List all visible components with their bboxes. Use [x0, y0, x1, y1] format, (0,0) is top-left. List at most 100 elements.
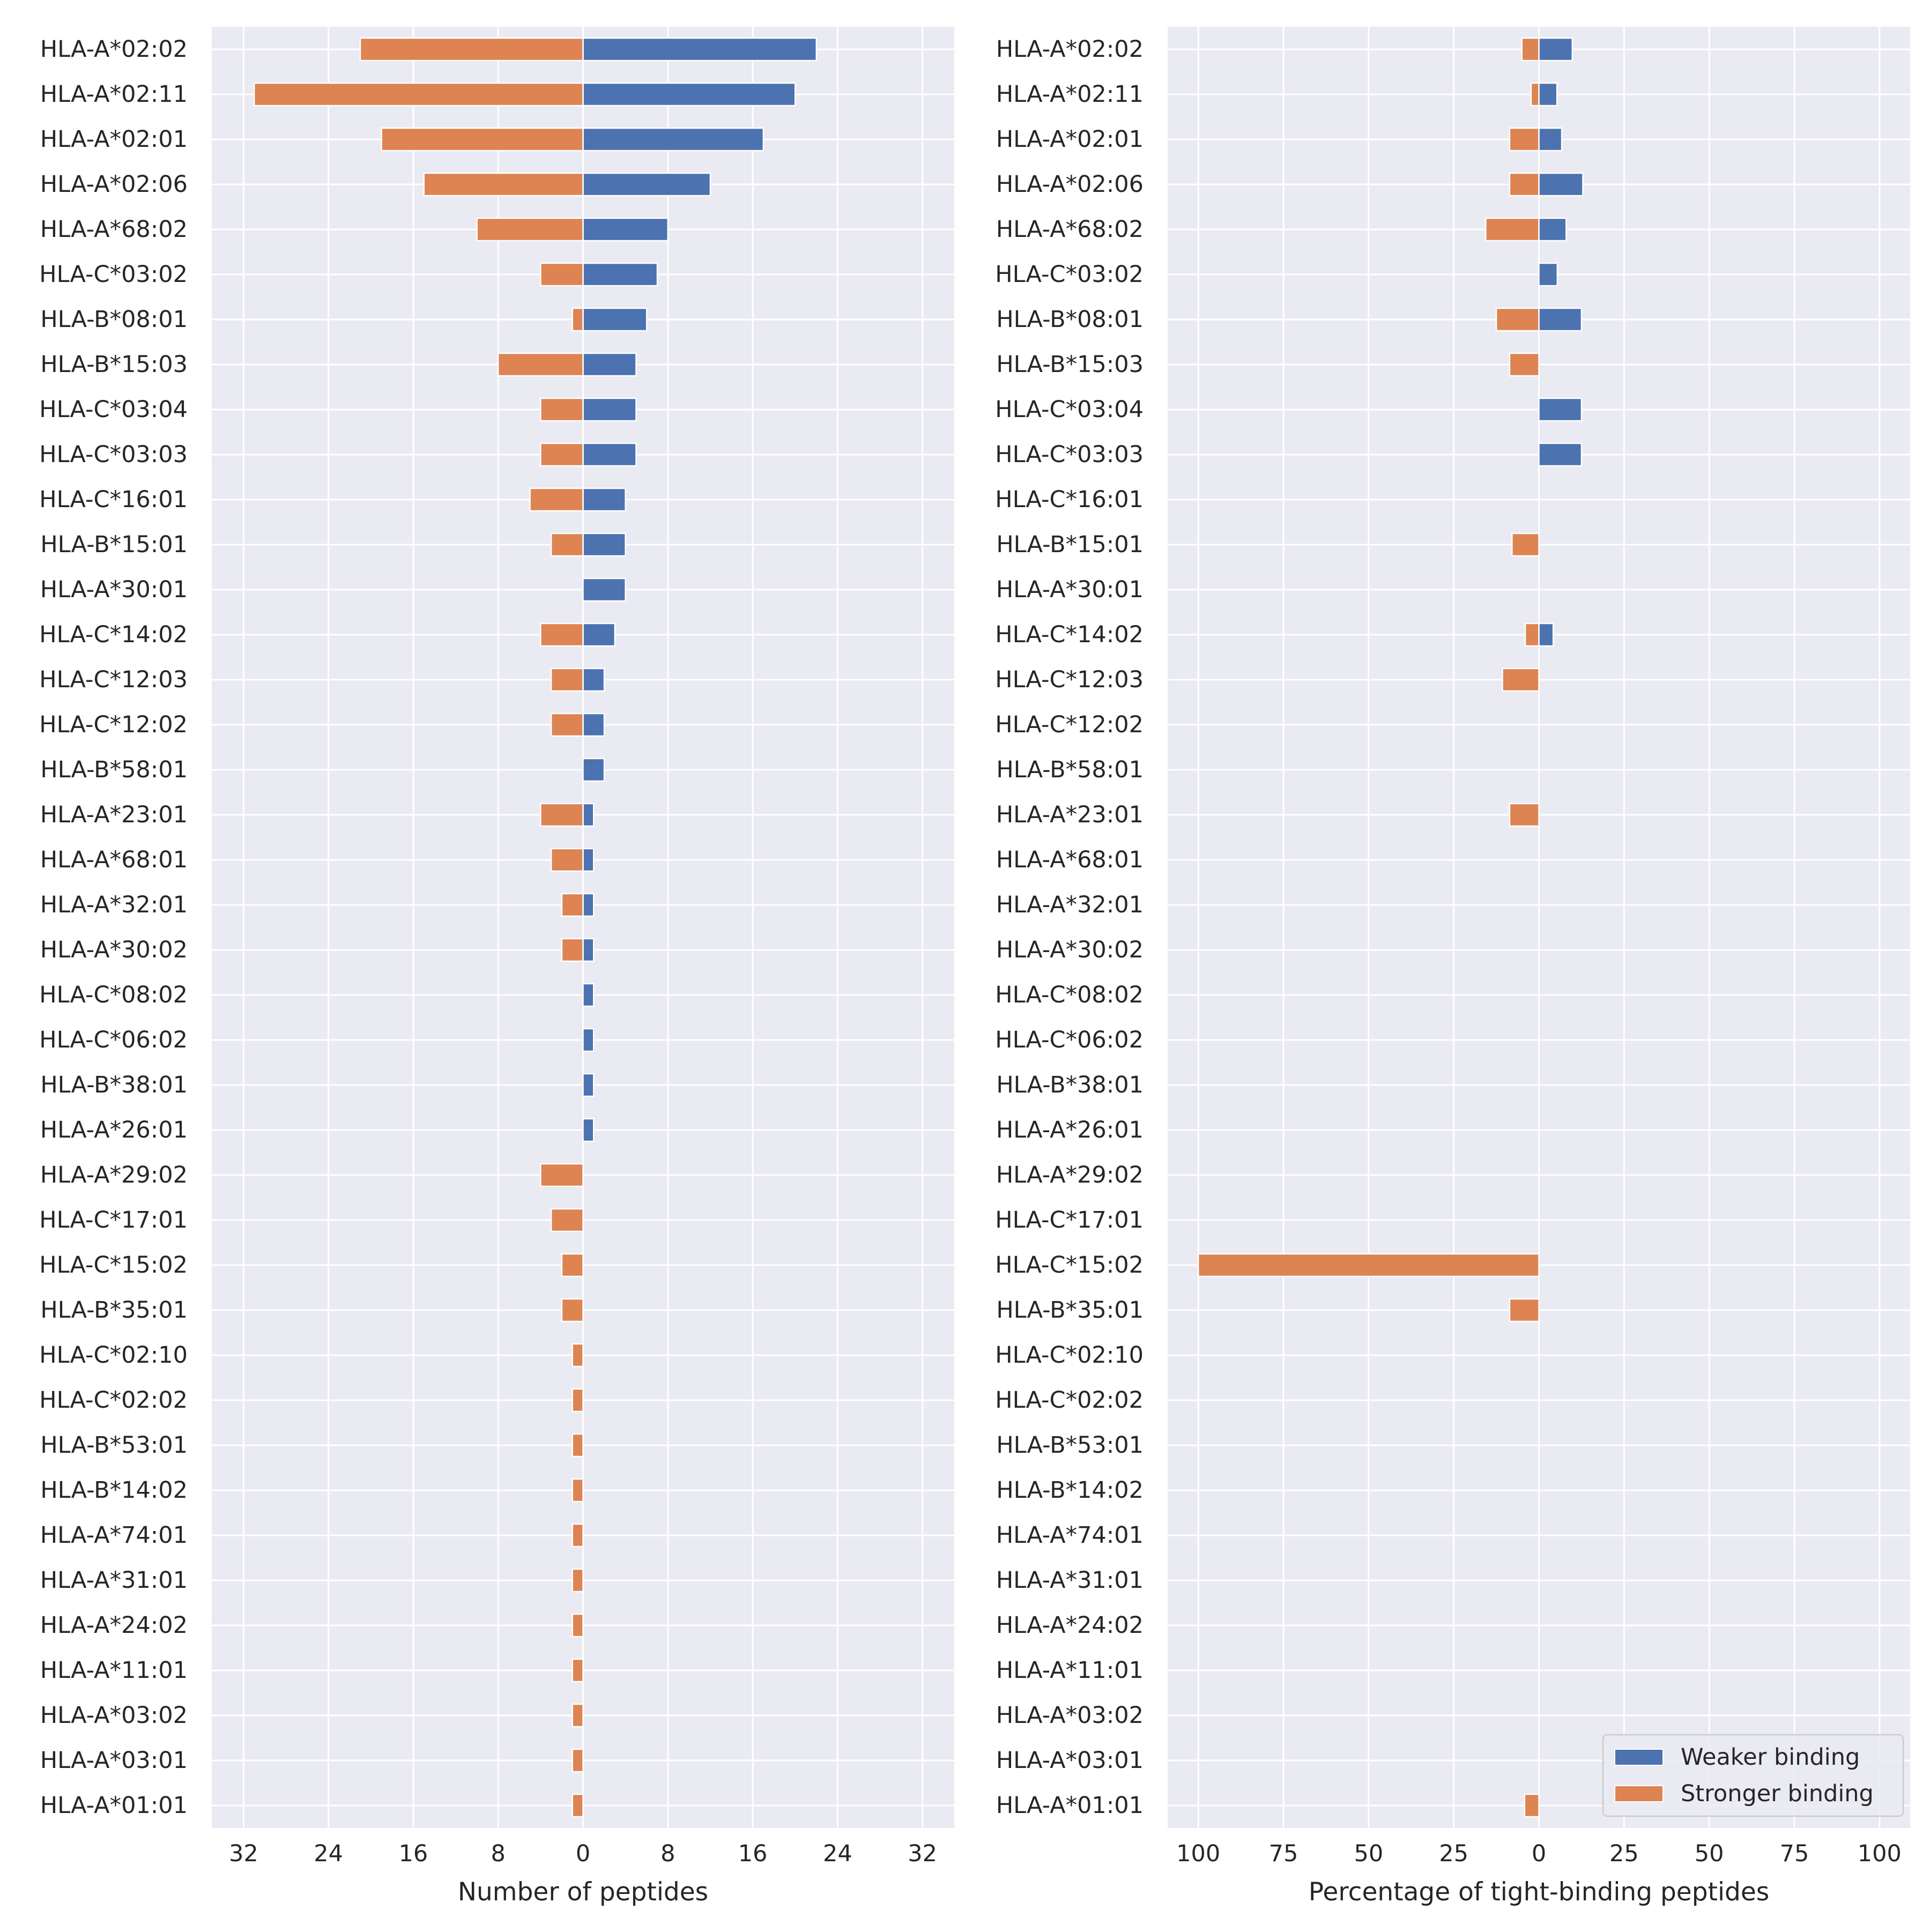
- weaker-binding-bar: [582, 1028, 595, 1052]
- x-tick-label: 32: [908, 1840, 937, 1867]
- x-axis-label: Percentage of tight-binding peptides: [1309, 1877, 1770, 1907]
- weaker-binding-bar: [582, 352, 637, 377]
- weaker-binding-bar: [582, 442, 637, 467]
- y-tick-label: HLA-A*24:02: [996, 1612, 1144, 1639]
- weaker-binding-bar: [582, 127, 764, 152]
- stronger-binding-bar: [571, 1613, 584, 1638]
- y-tick-label: HLA-C*12:02: [39, 711, 188, 738]
- y-tick-label: HLA-C*12:03: [39, 666, 188, 693]
- weaker-binding-bar: [582, 82, 796, 107]
- weaker-binding-bar: [1538, 127, 1563, 152]
- stronger-binding-bar: [571, 1478, 584, 1503]
- stronger-binding-bar: [571, 1658, 584, 1683]
- y-tick-label: HLA-B*53:01: [40, 1432, 188, 1459]
- weaker-binding-bar: [582, 757, 605, 782]
- x-tick-label: 24: [314, 1840, 343, 1867]
- weaker-binding-bar: [1538, 217, 1567, 242]
- y-tick-label: HLA-A*03:01: [996, 1747, 1144, 1774]
- stronger-binding-bar: [571, 1703, 584, 1728]
- stronger-binding-bar: [550, 848, 584, 872]
- stronger-binding-bar: [550, 667, 584, 692]
- x-tick-label: 24: [823, 1840, 852, 1867]
- y-tick-label: HLA-C*02:02: [995, 1387, 1144, 1414]
- left-panel-peptide-counts: HLA-A*02:02 HLA-A*02:11 HLA-A*02:01 HLA-A*0…: [39, 27, 954, 1907]
- weaker-binding-bar: [1538, 37, 1573, 62]
- y-tick-label: HLA-A*23:01: [40, 801, 188, 828]
- y-tick-label: HLA-A*03:02: [40, 1702, 188, 1729]
- stronger-binding-bar: [529, 487, 584, 512]
- weaker-binding-bar: [582, 712, 605, 737]
- y-tick-label: HLA-C*12:02: [995, 711, 1144, 738]
- stronger-binding-bar: [1524, 622, 1540, 647]
- stronger-binding-bar: [423, 172, 584, 197]
- stronger-binding-bar: [1509, 352, 1540, 377]
- weaker-binding-bar: [582, 622, 616, 647]
- stronger-binding-bar: [571, 1433, 584, 1458]
- y-tick-label: HLA-B*38:01: [40, 1072, 188, 1098]
- legend-box: [1602, 1734, 1904, 1817]
- stronger-binding-bar: [476, 217, 584, 242]
- y-tick-label: HLA-B*58:01: [40, 756, 188, 783]
- weaker-binding-bar: [582, 893, 595, 917]
- y-tick-label: HLA-B*38:01: [996, 1072, 1144, 1098]
- y-tick-label: HLA-A*02:02: [996, 36, 1144, 63]
- weaker-binding-bar: [582, 217, 669, 242]
- weaker-binding-bar: [582, 848, 595, 872]
- stronger-binding-bar: [571, 1343, 584, 1368]
- stronger-binding-bar: [359, 37, 584, 62]
- y-tick-label: HLA-A*74:01: [996, 1522, 1144, 1549]
- weaker-binding-bar: [582, 667, 605, 692]
- y-tick-label: HLA-C*16:01: [39, 486, 188, 513]
- stronger-binding-bar: [571, 1748, 584, 1773]
- y-tick-label: HLA-B*35:01: [996, 1297, 1144, 1324]
- weaker-binding-bar: [582, 938, 595, 962]
- stronger-binding-bar: [571, 1523, 584, 1548]
- stronger-binding-bar: [1521, 37, 1540, 62]
- y-tick-label: HLA-A*26:01: [40, 1117, 188, 1143]
- y-tick-label: HLA-B*15:01: [40, 531, 188, 558]
- y-tick-label: HLA-B*08:01: [996, 306, 1144, 333]
- stronger-binding-bar: [571, 1793, 584, 1818]
- y-tick-label: HLA-B*53:01: [996, 1432, 1144, 1459]
- legend-label: Weaker binding: [1681, 1744, 1860, 1771]
- y-tick-label: HLA-A*68:01: [996, 846, 1144, 873]
- x-tick-label: 0: [576, 1840, 590, 1867]
- y-tick-label: HLA-C*03:02: [995, 261, 1144, 288]
- legend-label: Stronger binding: [1681, 1780, 1874, 1807]
- y-tick-label: HLA-A*30:01: [996, 576, 1144, 603]
- y-tick-label: HLA-A*02:11: [996, 81, 1144, 108]
- stronger-binding-bar: [1509, 802, 1540, 827]
- stronger-binding-bar: [1197, 1253, 1540, 1277]
- y-tick-label: HLA-C*08:02: [39, 982, 188, 1008]
- x-tick-label: 100: [1176, 1840, 1220, 1867]
- y-tick-label: HLA-C*17:01: [995, 1207, 1144, 1233]
- weaker-binding-bar: [1538, 442, 1583, 467]
- y-tick-label: HLA-C*14:02: [39, 621, 188, 648]
- weaker-binding-bar: [582, 262, 658, 287]
- x-tick-label: 25: [1439, 1840, 1468, 1867]
- y-tick-label: HLA-B*14:02: [40, 1477, 188, 1504]
- y-tick-label: HLA-A*01:01: [996, 1792, 1144, 1819]
- weaker-binding-bar: [1538, 172, 1584, 197]
- y-tick-label: HLA-B*58:01: [996, 756, 1144, 783]
- weaker-binding-bar: [582, 307, 648, 332]
- y-tick-label: HLA-A*32:01: [40, 891, 188, 918]
- weaker-binding-bar: [1538, 262, 1558, 287]
- weaker-binding-bar: [582, 1118, 595, 1142]
- y-tick-label: HLA-B*08:01: [40, 306, 188, 333]
- y-tick-label: HLA-A*02:01: [996, 126, 1144, 153]
- stronger-binding-bar: [540, 622, 584, 647]
- stronger-binding-bar: [540, 397, 584, 422]
- y-tick-label: HLA-C*02:10: [39, 1342, 188, 1369]
- weaker-binding-bar: [582, 1073, 595, 1097]
- stronger-binding-bar: [1495, 307, 1540, 332]
- y-tick-label: HLA-A*29:02: [40, 1162, 188, 1188]
- stronger-binding-bar: [550, 532, 584, 557]
- legend-swatch-weaker: [1614, 1749, 1664, 1766]
- stronger-binding-bar: [561, 1253, 584, 1277]
- right-panel-tight-binding-percentage: HLA-A*02:02 HLA-A*02:11 HLA-A*02:01 HLA-A*0…: [995, 27, 1910, 1907]
- stronger-binding-bar: [1509, 172, 1540, 197]
- x-tick-label: 50: [1695, 1840, 1724, 1867]
- y-tick-label: HLA-A*68:02: [996, 216, 1144, 243]
